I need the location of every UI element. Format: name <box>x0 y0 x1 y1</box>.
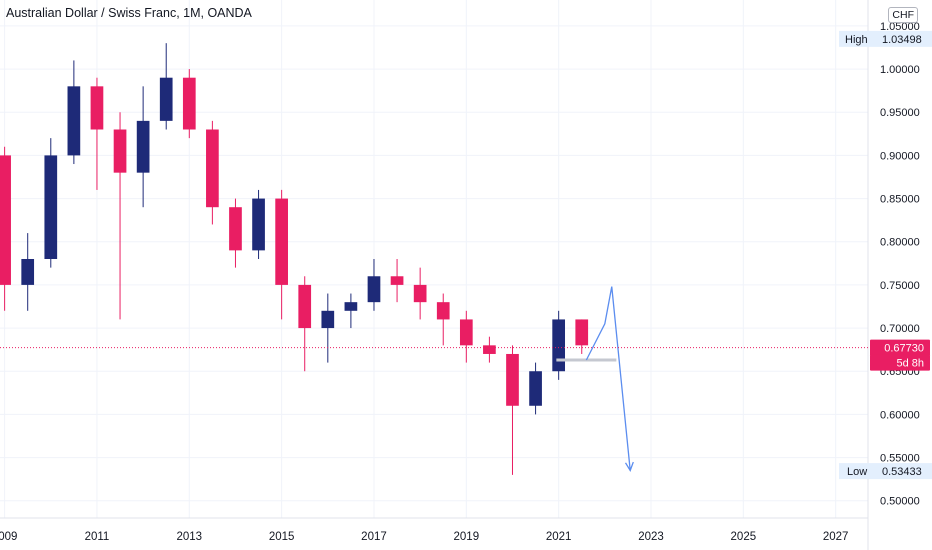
x-tick-label: 2011 <box>85 531 110 543</box>
candle-body <box>575 319 589 346</box>
y-tick-label: 0.95000 <box>880 107 920 119</box>
candle <box>298 276 312 372</box>
candle-body <box>159 77 173 121</box>
candles <box>0 43 589 475</box>
candle <box>136 86 150 208</box>
candle-body <box>0 155 11 285</box>
candle-body <box>298 284 312 329</box>
candle <box>229 198 242 268</box>
candle-body <box>67 86 81 156</box>
y-tick-label: 1.05000 <box>880 21 920 33</box>
candle-body <box>552 319 566 372</box>
candle <box>275 189 288 320</box>
candle-body <box>506 353 519 406</box>
projection-arrowhead <box>624 461 634 473</box>
chart-title: Australian Dollar / Swiss Franc, 1M, OAN… <box>6 6 252 20</box>
time-axis[interactable]: 2009 2011 2013 2015 2017 2019 2021 2023 2025 2027 <box>0 531 848 543</box>
candle <box>344 293 358 329</box>
candle-body <box>90 86 104 130</box>
candle-body <box>113 129 127 173</box>
candle <box>459 310 473 363</box>
candle <box>21 233 35 311</box>
candle-body <box>275 198 288 285</box>
y-tick-label: 0.55000 <box>880 453 920 465</box>
candle-body <box>344 302 358 311</box>
high-label-bg <box>839 30 932 47</box>
candle <box>321 293 335 363</box>
candle-body <box>321 310 335 329</box>
candle-body <box>459 319 473 346</box>
candle <box>44 138 58 268</box>
y-tick-label: 0.60000 <box>880 409 920 421</box>
candle <box>252 189 265 259</box>
candle-body <box>529 371 542 406</box>
candle-body <box>436 302 450 320</box>
candle <box>113 112 127 320</box>
x-tick-label: 2015 <box>269 531 295 543</box>
candle-body <box>21 259 35 285</box>
bar-countdown-label: 5d 8h <box>896 358 924 370</box>
candle-body <box>390 276 404 285</box>
candle <box>0 146 11 311</box>
y-tick-label: 1.00000 <box>880 64 920 76</box>
low-value: 0.53433 <box>882 466 922 478</box>
candle <box>90 77 104 190</box>
y-tick-label: 0.75000 <box>880 280 920 292</box>
candle-body <box>252 198 265 251</box>
candle <box>367 259 381 311</box>
candle-body <box>367 276 381 303</box>
y-tick-label: 0.80000 <box>880 237 920 249</box>
high-value: 1.03498 <box>882 34 922 46</box>
candle <box>413 267 427 320</box>
x-tick-label: 2019 <box>454 531 480 543</box>
price-labels: High 1.03498 Low 0.53433 0.67730 5d 8h <box>839 30 932 480</box>
x-tick-label: 2017 <box>361 531 387 543</box>
drawings[interactable] <box>556 286 634 473</box>
y-tick-label: 0.70000 <box>880 323 920 335</box>
candle <box>575 319 589 354</box>
candle <box>506 345 519 475</box>
candle <box>552 310 566 380</box>
x-tick-label: 2013 <box>177 531 203 543</box>
grid-lines <box>0 0 868 518</box>
y-tick-label: 0.50000 <box>880 496 920 508</box>
x-tick-label: 2025 <box>731 531 757 543</box>
currency-button[interactable]: CHF <box>888 7 918 23</box>
candle <box>159 43 173 130</box>
y-tick-label: 0.85000 <box>880 194 920 206</box>
candle <box>182 69 196 139</box>
last-price-label-bg <box>870 339 930 356</box>
candle <box>436 293 450 346</box>
x-tick-label: 2021 <box>546 531 572 543</box>
bar-countdown-label-bg <box>870 354 930 371</box>
y-tick-label: 0.90000 <box>880 150 920 162</box>
candle-body <box>483 345 496 354</box>
candle <box>390 259 404 303</box>
candle <box>206 120 219 225</box>
x-tick-label: 2027 <box>823 531 849 543</box>
candle-body <box>229 207 242 251</box>
candle <box>483 336 496 363</box>
low-label-bg <box>839 463 932 480</box>
candle-body <box>182 77 196 130</box>
candle-body <box>136 120 150 173</box>
candle <box>529 362 542 415</box>
candle-body <box>413 284 427 303</box>
candle-body <box>206 129 219 208</box>
last-price-label: 0.67730 <box>884 343 924 355</box>
x-tick-label: 2023 <box>638 531 664 543</box>
candle-body <box>44 155 58 259</box>
projection-path[interactable] <box>585 286 631 471</box>
x-tick-label: 2009 <box>0 531 17 543</box>
price-axis[interactable]: 0.500000.550000.600000.650000.700000.750… <box>880 21 920 508</box>
high-label: High <box>845 34 868 46</box>
candle <box>67 60 81 165</box>
low-label: Low <box>847 466 867 478</box>
